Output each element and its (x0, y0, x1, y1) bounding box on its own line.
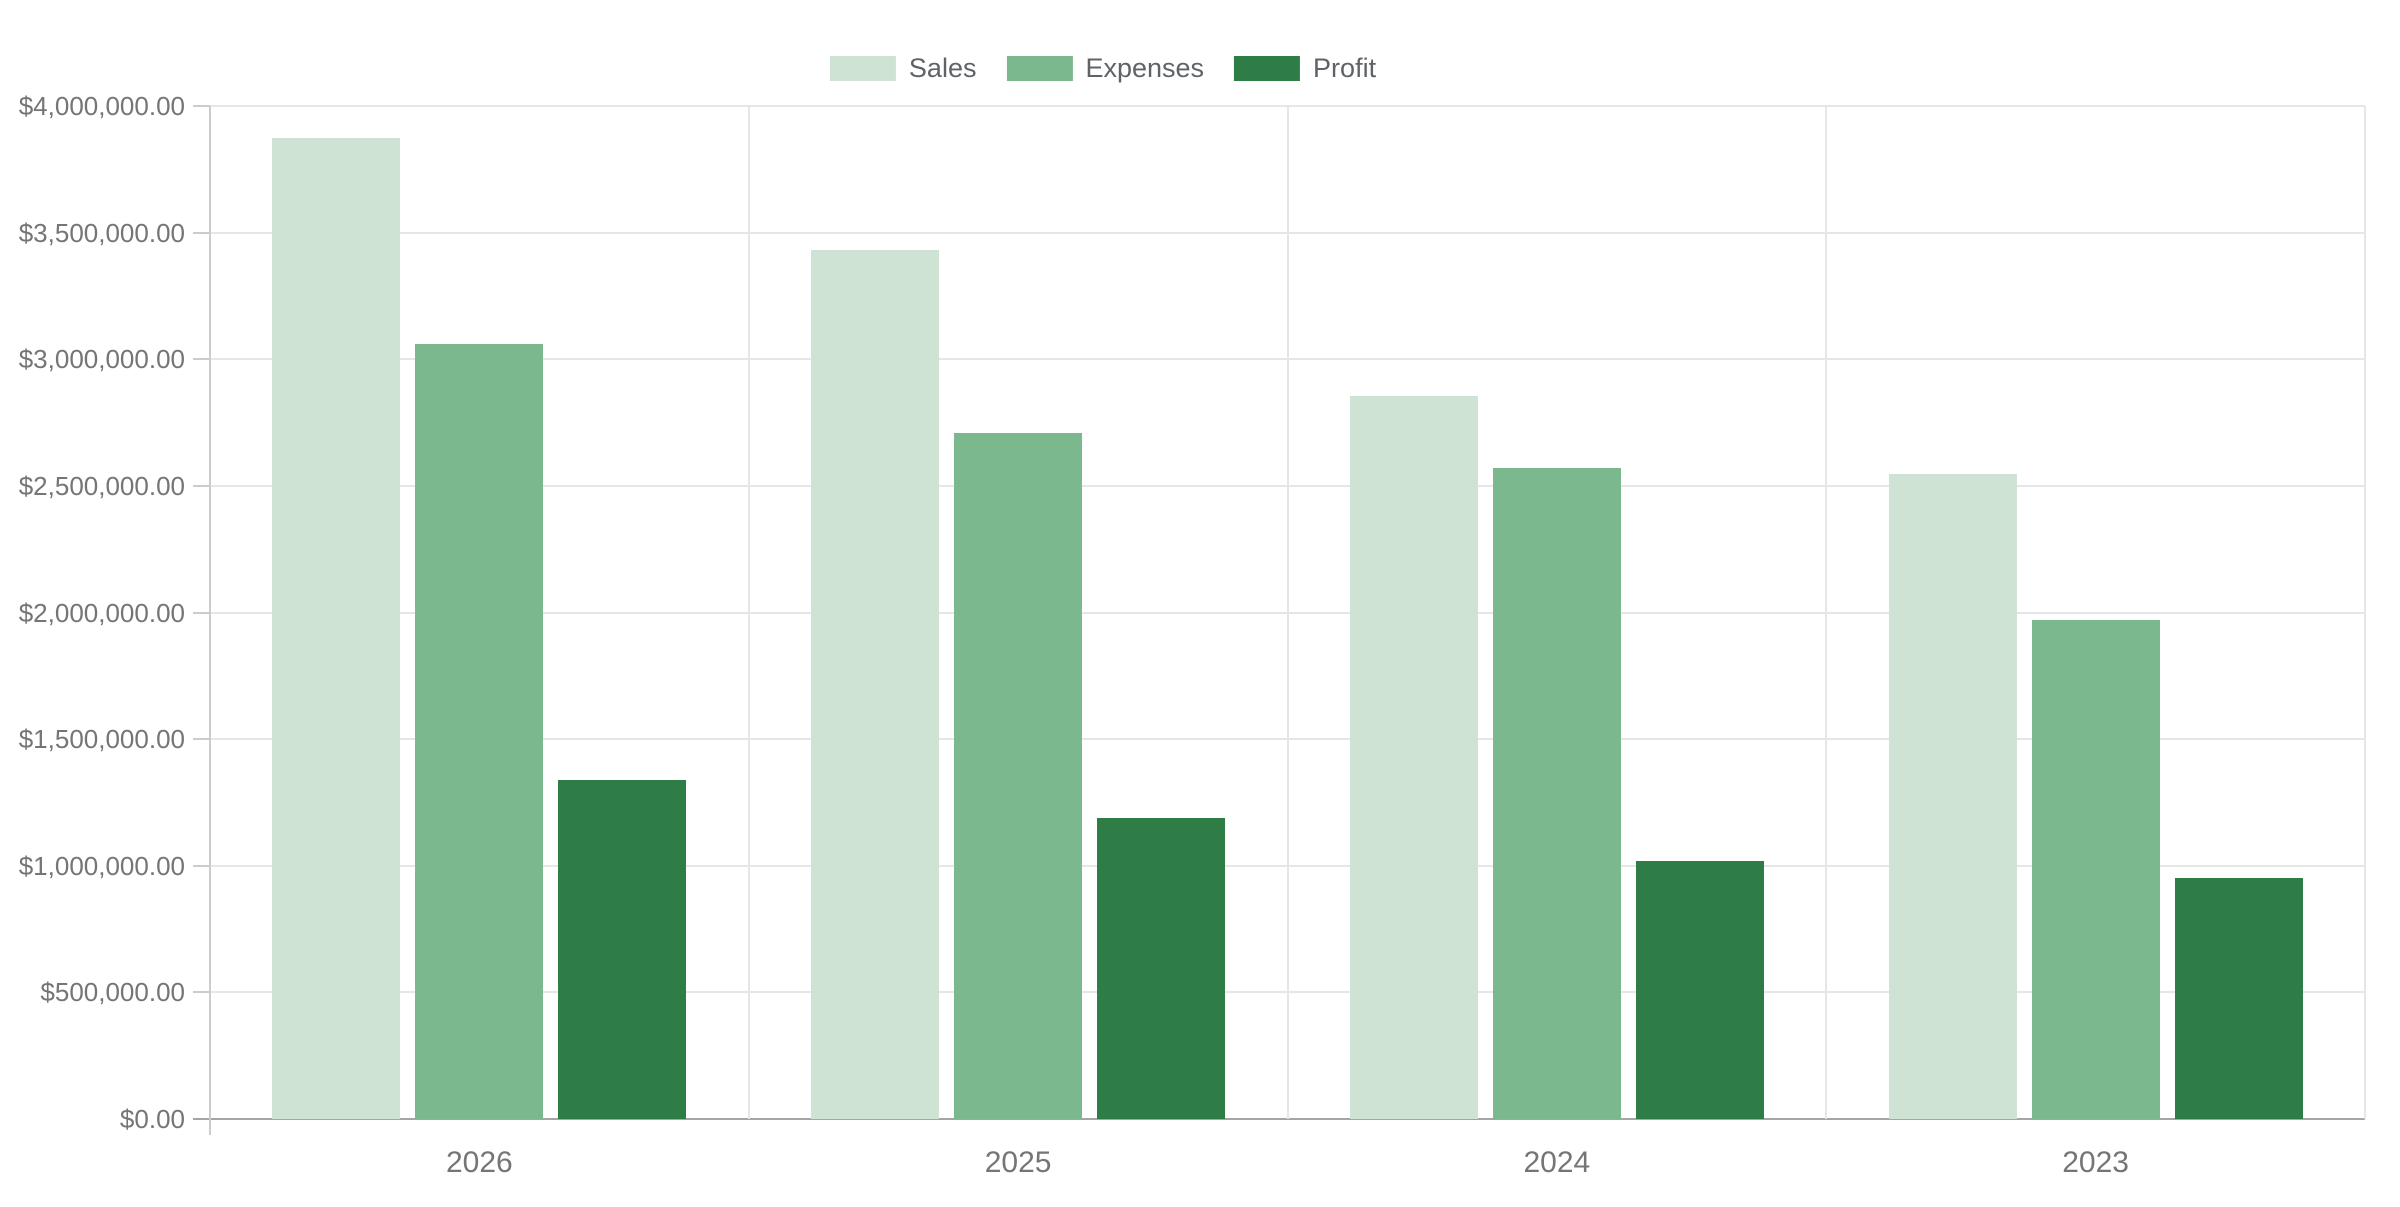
legend-label-sales: Sales (908, 53, 977, 83)
bar-profit-2025[interactable] (1097, 817, 1226, 1119)
bar-profit-2023[interactable] (2174, 878, 2303, 1119)
legend-swatch-expenses-icon (1006, 56, 1073, 81)
x-axis-category-label: 2024 (1523, 1146, 1591, 1179)
bar-profit-2026[interactable] (558, 779, 687, 1119)
bar-sales-2025[interactable] (811, 250, 940, 1119)
legend-item-expenses: Expenses (1006, 53, 1205, 83)
y-tick-mark (193, 105, 210, 107)
y-axis-tick-label: $500,000.00 (40, 977, 185, 1008)
bar-expenses-2024[interactable] (1492, 468, 1621, 1119)
y-tick-mark (193, 358, 210, 361)
bar-sales-2023[interactable] (1888, 474, 2017, 1119)
legend-swatch-profit-icon (1234, 56, 1301, 81)
y-axis-tick-label: $0.00 (119, 1104, 185, 1134)
bar-expenses-2026[interactable] (415, 344, 544, 1119)
y-tick-mark (193, 738, 210, 741)
y-axis-tick-label: $3,500,000.00 (18, 217, 185, 248)
x-axis-baseline (193, 1118, 2365, 1120)
category-boundary-line (1286, 106, 1289, 1119)
legend-item-profit: Profit (1234, 53, 1377, 83)
x-axis-category-label: 2025 (984, 1146, 1052, 1179)
y-axis-tick-label: $2,500,000.00 (18, 470, 185, 501)
y-axis-tick-label: $4,000,000.00 (18, 91, 185, 121)
bar-profit-2024[interactable] (1635, 860, 1764, 1119)
y-axis-line (209, 106, 211, 1135)
y-tick-mark (193, 231, 210, 234)
y-axis-tick-label: $1,500,000.00 (18, 724, 185, 755)
bar-expenses-2023[interactable] (2031, 620, 2160, 1119)
legend-item-sales: Sales (829, 53, 977, 83)
y-axis-tick-label: $1,000,000.00 (18, 850, 185, 881)
bar-sales-2024[interactable] (1349, 395, 1478, 1119)
y-tick-mark (193, 611, 210, 614)
legend-label-profit: Profit (1313, 53, 1377, 83)
y-tick-mark (193, 864, 210, 867)
bar-expenses-2025[interactable] (954, 432, 1083, 1119)
chart-legend: Sales Expenses Profit (829, 53, 1377, 83)
legend-swatch-sales-icon (829, 56, 896, 81)
y-tick-mark (193, 484, 210, 487)
category-boundary-line (2364, 106, 2366, 1119)
y-tick-mark (193, 991, 210, 994)
x-axis-category-label: 2023 (2062, 1146, 2129, 1179)
legend-label-expenses: Expenses (1085, 53, 1205, 83)
category-boundary-line (747, 106, 750, 1119)
category-boundary-line (1825, 106, 1828, 1119)
y-axis-tick-label: $2,000,000.00 (18, 597, 185, 628)
y-axis-tick-label: $3,000,000.00 (18, 344, 185, 375)
x-axis-category-label: 2026 (446, 1146, 513, 1179)
bar-sales-2026[interactable] (272, 137, 401, 1119)
